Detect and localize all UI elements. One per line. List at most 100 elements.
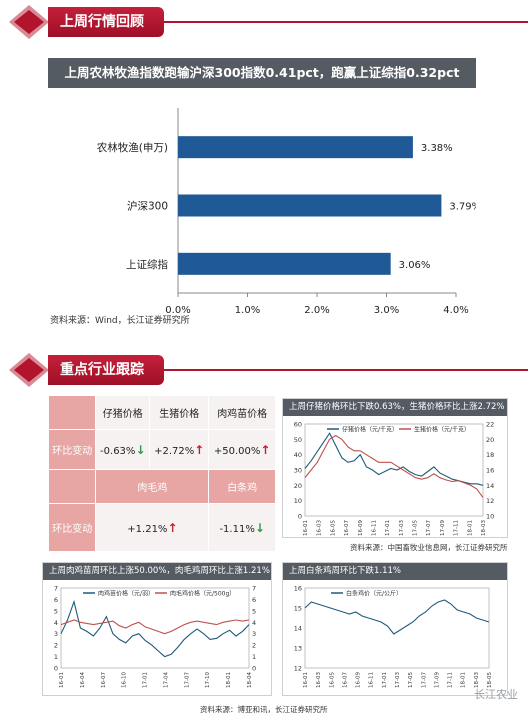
y-tick-label: 40: [294, 451, 302, 459]
white-chicken-chart: 12 13 14 15 16 16-01 16-03 16-05 16-07 16-09 16-11…: [294, 585, 493, 688]
legend-label: 白条鸡价（元/公斤）: [346, 590, 402, 598]
arrow-up-icon: ↑: [167, 520, 178, 535]
x-tick-label: 1.0%: [235, 305, 260, 316]
x-tick-label: 16-07: [344, 520, 350, 536]
y-tick-label: 2: [54, 642, 58, 650]
table-cell: +50.00%↑: [208, 429, 276, 470]
x-tick-label: 17-09: [434, 672, 440, 688]
y-right-tick-label: 12: [486, 497, 494, 505]
x-tick-label: 16-11: [369, 672, 375, 688]
arrow-down-icon: ↓: [135, 442, 146, 457]
y-tick-label: 0: [54, 665, 58, 673]
bar: [178, 136, 413, 159]
y-right-tick-label: 3: [252, 630, 256, 638]
y-right-tick-label: 1: [252, 653, 256, 661]
y-right-tick-label: 4: [252, 619, 256, 627]
table-header: 白条鸡: [208, 469, 276, 504]
y-tick-label: 10: [294, 497, 302, 505]
x-tick-label: 17-03: [399, 520, 405, 536]
section-header-review: 上周行情回顾: [0, 4, 528, 40]
section-divider: [164, 21, 528, 23]
x-tick-label: 17-11: [454, 520, 460, 536]
x-tick-label: 17-09: [440, 520, 446, 536]
x-tick-label: 16-07: [342, 672, 348, 688]
y-right-tick-label: 10: [486, 513, 494, 521]
x-tick-label: 16-10: [122, 672, 128, 688]
series-line: [304, 432, 484, 486]
white-chicken-chart-title: 上周白条鸡周环比下跌1.11%: [283, 563, 507, 580]
x-tick-label: 18-01: [226, 672, 232, 688]
y-tick-label: 14: [294, 625, 302, 633]
x-tick-label: 16-04: [80, 672, 86, 688]
x-tick-label: 17-05: [413, 520, 419, 536]
y-tick-label: 30: [294, 467, 302, 475]
y-right-tick-label: 22: [486, 421, 494, 429]
bar: [178, 194, 442, 217]
category-label: 上证综指: [126, 258, 168, 271]
series-line: [60, 619, 250, 635]
x-tick-label: 18-03: [481, 520, 487, 536]
y-right-tick-label: 5: [252, 607, 256, 615]
y-tick-label: 50: [294, 436, 302, 444]
category-label: 沪深300: [127, 200, 168, 213]
x-tick-label: 16-11: [371, 520, 377, 536]
y-right-tick-label: 16: [486, 467, 494, 475]
arrow-up-icon: ↑: [194, 442, 205, 457]
bar-chart-panel: 上周农林牧渔指数跑输沪深300指数0.41pct，跑赢上证综指0.32pct 农…: [48, 58, 476, 328]
watermark: 长江农业: [474, 688, 518, 701]
table-corner: [47, 469, 97, 504]
data-label: 3.06%: [399, 260, 431, 271]
table-cell: +2.72%↑: [149, 429, 210, 470]
x-tick-label: 16-07: [101, 672, 107, 688]
y-right-tick-label: 20: [486, 436, 494, 444]
x-tick-label: 0.0%: [165, 305, 190, 316]
x-tick-label: 17-07: [184, 672, 190, 688]
pig-chart-title: 上周仔猪价格环比下跌0.63%，生猪价格环比上涨2.72%: [283, 399, 507, 416]
y-tick-label: 4: [54, 619, 58, 627]
y-right-tick-label: 18: [486, 451, 494, 459]
x-tick-label: 16-03: [316, 672, 322, 688]
series-line: [304, 599, 490, 635]
x-tick-label: 17-01: [382, 672, 388, 688]
legend-label: 仔猪价格（元/千克）: [342, 426, 398, 434]
section-diamond-icon: [9, 353, 49, 387]
y-right-tick-label: 7: [252, 585, 256, 593]
x-tick-label: 4.0%: [443, 305, 468, 316]
table-header: 仔猪价格: [95, 395, 151, 430]
y-tick-label: 16: [294, 585, 302, 593]
x-tick-label: 16-03: [317, 520, 323, 536]
x-tick-label: 17-10: [205, 672, 211, 688]
x-tick-label: 16-05: [330, 520, 336, 536]
chicken-price-chart: 0 1 2 3 4 5 6 7 0 1 2 3 4 5 6 7 16-01 16-04 16-07 16-10 17-0…: [54, 585, 256, 688]
y-tick-label: 12: [294, 665, 302, 673]
section-title: 重点行业跟踪: [48, 355, 164, 385]
table-cell: -1.11%↓: [208, 503, 276, 552]
x-tick-label: 16-01: [303, 672, 309, 688]
x-tick-label: 16-01: [303, 520, 309, 536]
x-tick-label: 2.0%: [304, 305, 329, 316]
x-tick-label: 16-01: [59, 672, 65, 688]
x-tick-label: 18-01: [467, 520, 473, 536]
y-tick-label: 60: [294, 421, 302, 429]
x-tick-label: 17-04: [163, 672, 169, 688]
data-label: 3.79%: [449, 202, 476, 213]
x-tick-label: 16-09: [358, 520, 364, 536]
table-header: 肉毛鸡: [95, 469, 210, 504]
x-tick-label: 18-01: [461, 672, 467, 688]
row-label: 环比变动: [47, 503, 97, 552]
row-label: 环比变动: [47, 429, 97, 470]
price-change-table: 仔猪价格 生猪价格 肉鸡苗价格 环比变动 -0.63%↓ +2.72%↑ +50…: [47, 395, 276, 552]
x-tick-label: 18-04: [247, 672, 253, 688]
plot-frame: [304, 587, 490, 669]
table-header: 肉鸡苗价格: [208, 395, 276, 430]
y-right-tick-label: 0: [252, 665, 256, 673]
table-cell: +1.21%↑: [95, 503, 210, 552]
y-tick-label: 1: [54, 653, 58, 661]
x-tick-label: 17-01: [143, 672, 149, 688]
legend-label: 肉毛鸡价格（元/500g）: [170, 590, 235, 598]
y-tick-label: 3: [54, 630, 58, 638]
series-line: [60, 599, 250, 658]
x-tick-label: 18-05: [487, 672, 493, 688]
category-label: 农林牧渔(申万): [97, 141, 168, 154]
